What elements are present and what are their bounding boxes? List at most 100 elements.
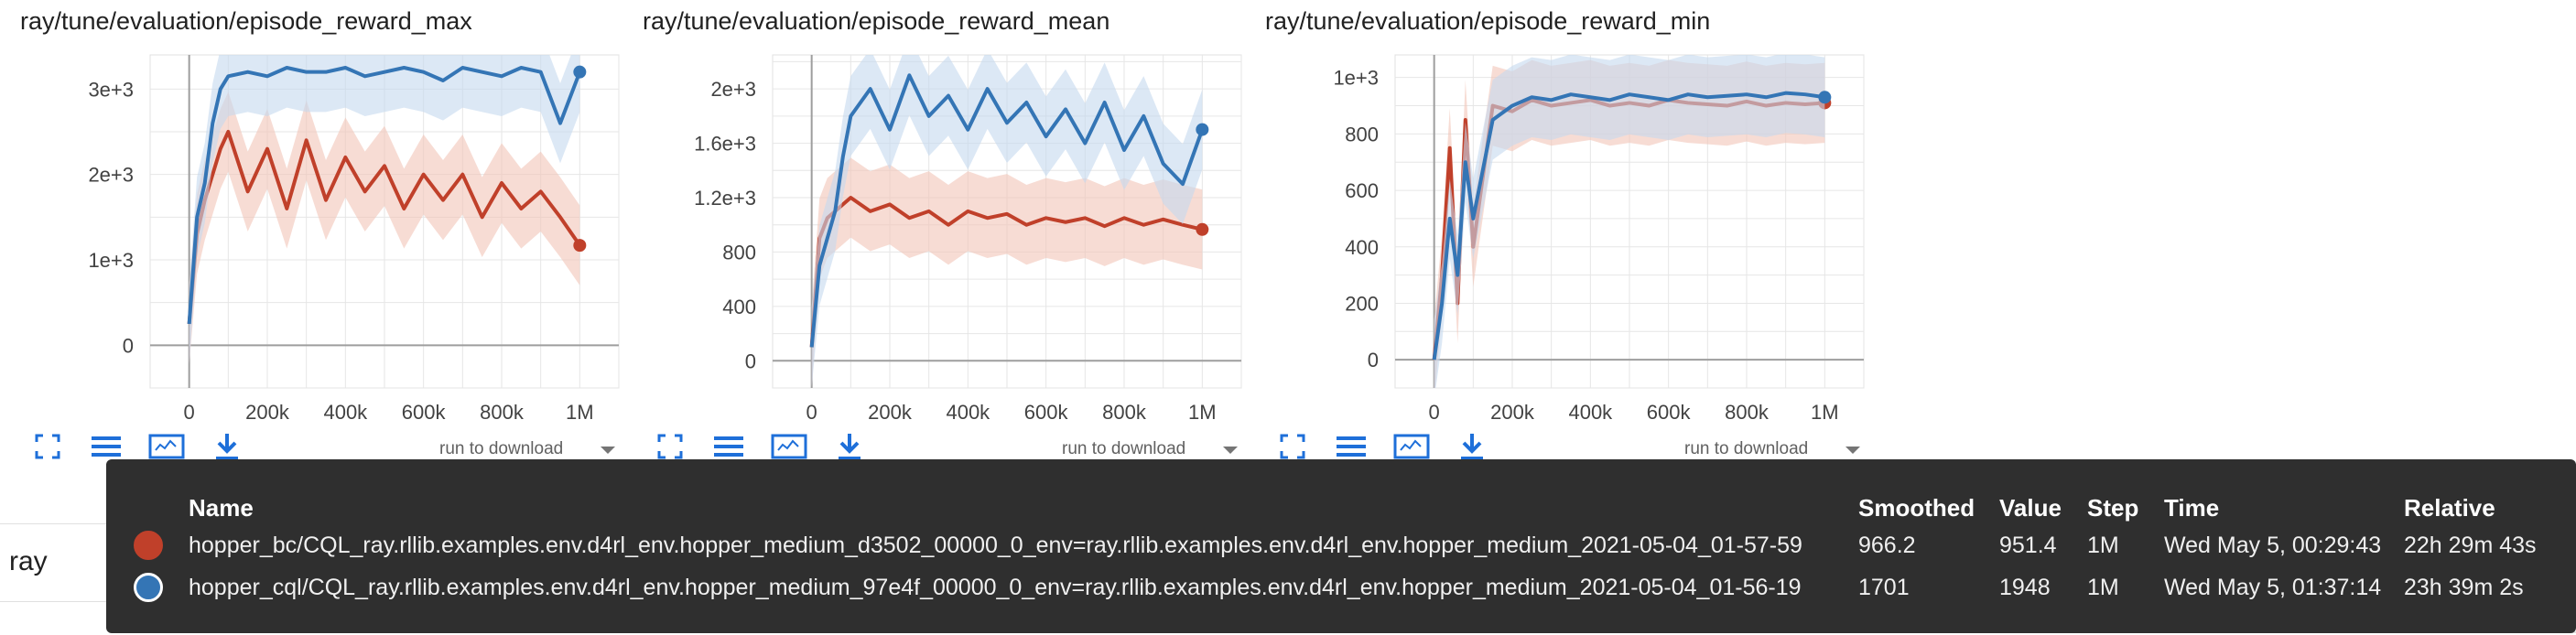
x-tick-label: 1M	[1811, 401, 1839, 424]
tooltip-header-name: Name	[189, 494, 254, 522]
series-color-swatch	[134, 531, 163, 560]
tooltip-header-time: Time	[2164, 494, 2220, 522]
download-icon[interactable]	[207, 426, 247, 467]
series-line	[809, 73, 1205, 348]
chart-card-reward-mean: ray/tune/evaluation/episode_reward_mean …	[622, 0, 1247, 476]
series-band	[189, 55, 580, 364]
tooltip-smoothed: 966.2	[1858, 533, 1916, 558]
fullscreen-icon[interactable]	[650, 426, 690, 467]
chart-svg[interactable]: 0 200k 400k 600k 800k 1M 0 1e+3 2e+3 3e+3	[0, 0, 622, 430]
fit-domain-icon[interactable]	[1391, 426, 1432, 467]
run-select-label: run to download	[1062, 439, 1186, 458]
download-icon[interactable]	[1452, 426, 1492, 467]
x-tick-label: 800k	[480, 401, 525, 424]
tooltip-time: Wed May 5, 00:29:43	[2164, 533, 2382, 558]
series-end-point	[1818, 91, 1832, 104]
tooltip-time: Wed May 5, 01:37:14	[2164, 575, 2382, 600]
fit-domain-icon[interactable]	[769, 426, 809, 467]
x-tick-label: 400k	[1568, 401, 1613, 424]
tooltip-relative: 22h 29m 43s	[2404, 533, 2537, 558]
x-tick-label: 800k	[1725, 401, 1770, 424]
download-icon[interactable]	[829, 426, 870, 467]
y-tick-label: 1.6e+3	[694, 133, 756, 156]
tooltip-header-smoothed: Smoothed	[1858, 494, 1975, 522]
y-tick-label: 1e+3	[88, 249, 134, 272]
series-group	[809, 55, 1205, 388]
chart-card-reward-max: ray/tune/evaluation/episode_reward_max 0…	[0, 0, 624, 476]
x-tick-label: 1M	[566, 401, 594, 424]
fullscreen-icon[interactable]	[27, 426, 68, 467]
series-band	[1434, 55, 1825, 388]
run-filter-box[interactable]: ray	[0, 523, 110, 602]
chart-tooltip: Name Smoothed Value Step Time Relative h…	[106, 459, 2576, 633]
y-tick-label: 200	[1345, 292, 1379, 315]
chart-svg[interactable]: 0 200k 400k 600k 800k 1M 0 400 800 1.2e+3 1.6e+3 2e…	[622, 0, 1245, 430]
tooltip-relative: 23h 39m 2s	[2404, 575, 2524, 600]
series-band	[189, 91, 580, 364]
run-select-label: run to download	[1684, 439, 1809, 458]
chevron-down-icon	[1845, 447, 1860, 454]
x-tick-label: 200k	[1490, 401, 1535, 424]
x-tick-label: 200k	[868, 401, 913, 424]
run-select-label: run to download	[439, 439, 564, 458]
y-tick-label: 3e+3	[88, 78, 134, 101]
chart-title: ray/tune/evaluation/episode_reward_max	[20, 7, 472, 35]
fullscreen-icon[interactable]	[1272, 426, 1313, 467]
series-group	[187, 55, 582, 364]
series-band	[811, 157, 1203, 388]
toggle-log-scale-icon[interactable]	[1331, 426, 1371, 467]
chart-card-reward-min: ray/tune/evaluation/episode_reward_min 0…	[1245, 0, 1869, 476]
y-tick-label: 400	[1345, 236, 1379, 259]
y-tick-label: 2e+3	[88, 164, 134, 187]
tooltip-run-name: hopper_cql/CQL_ray.rllib.examples.env.d4…	[189, 575, 1802, 600]
series-group	[187, 91, 581, 364]
series-line	[187, 66, 582, 325]
series-group	[1432, 55, 1825, 388]
chart-title: ray/tune/evaluation/episode_reward_min	[1265, 7, 1711, 35]
chart-svg[interactable]: 0 200k 400k 600k 800k 1M 0 200 400 600 800 1e+3	[1245, 0, 1867, 430]
y-tick-label: 0	[745, 350, 756, 372]
tooltip-smoothed: 1701	[1858, 575, 1910, 600]
x-tick-label: 200k	[245, 401, 290, 424]
y-tick-label: 0	[1368, 349, 1379, 371]
series-end-point	[1196, 222, 1209, 236]
series-end-point	[573, 239, 587, 253]
chart-title: ray/tune/evaluation/episode_reward_mean	[643, 7, 1110, 35]
x-tick-label: 600k	[1647, 401, 1692, 424]
series-color-swatch	[134, 573, 163, 602]
x-tick-label: 0	[1429, 401, 1440, 424]
tooltip-header-relative: Relative	[2404, 494, 2495, 522]
series-band	[811, 55, 1203, 388]
fit-domain-icon[interactable]	[146, 426, 187, 467]
x-tick-label: 600k	[402, 401, 447, 424]
tooltip-value: 1948	[1999, 575, 2051, 600]
tooltip-step: 1M	[2087, 533, 2119, 558]
tooltip-header-value: Value	[1999, 494, 2062, 522]
series-band	[1434, 59, 1825, 388]
x-tick-label: 400k	[946, 401, 990, 424]
x-tick-label: 600k	[1024, 401, 1069, 424]
series-end-point	[573, 65, 587, 79]
run-filter-label: ray	[9, 546, 48, 576]
x-tick-label: 0	[806, 401, 817, 424]
tooltip-value: 951.4	[1999, 533, 2057, 558]
x-tick-label: 800k	[1102, 401, 1147, 424]
chevron-down-icon	[601, 447, 615, 454]
tooltip-step: 1M	[2087, 575, 2119, 600]
y-tick-label: 1e+3	[1333, 67, 1379, 90]
toggle-log-scale-icon[interactable]	[709, 426, 749, 467]
y-tick-label: 600	[1345, 179, 1379, 202]
series-line	[1432, 91, 1825, 361]
y-tick-label: 800	[1345, 123, 1379, 145]
x-tick-label: 1M	[1188, 401, 1217, 424]
y-tick-label: 800	[722, 241, 756, 264]
tooltip-header-step: Step	[2087, 494, 2139, 522]
y-tick-label: 1.2e+3	[694, 187, 756, 210]
x-tick-label: 0	[184, 401, 195, 424]
chevron-down-icon	[1223, 447, 1238, 454]
series-end-point	[1196, 123, 1209, 136]
y-tick-label: 2e+3	[710, 78, 756, 101]
series-line	[187, 130, 581, 325]
y-tick-label: 0	[123, 334, 134, 357]
toggle-log-scale-icon[interactable]	[86, 426, 126, 467]
